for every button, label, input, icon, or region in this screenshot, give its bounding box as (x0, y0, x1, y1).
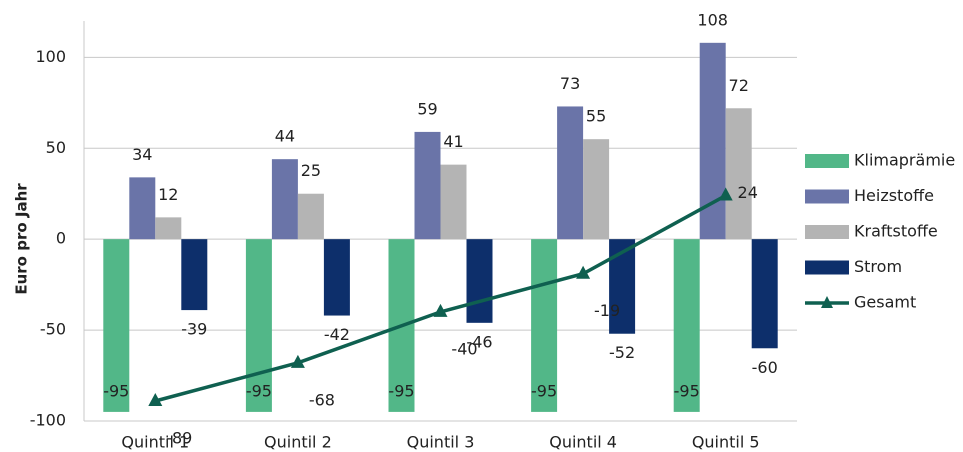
bar (699, 42, 726, 240)
legend-swatch (805, 189, 849, 204)
bar (271, 159, 298, 240)
legend-marker (821, 296, 833, 308)
x-tick-label: Quintil 3 (407, 433, 475, 452)
bar (414, 131, 441, 240)
bar (466, 239, 493, 323)
data-label: 72 (729, 76, 749, 95)
y-tick-label: -100 (30, 411, 66, 430)
data-label: -95 (674, 381, 700, 400)
y-tick-label: 0 (56, 229, 66, 248)
data-label: -60 (752, 358, 778, 377)
line-marker (576, 265, 591, 279)
data-label: -39 (181, 320, 207, 339)
data-label: 73 (560, 74, 580, 93)
bar (583, 139, 610, 240)
data-label: 108 (697, 10, 728, 29)
bar (440, 164, 467, 240)
y-tick-label: -50 (40, 320, 66, 339)
bar (297, 193, 324, 240)
bar (129, 177, 156, 240)
data-label: 55 (586, 107, 606, 126)
line-marker (718, 187, 733, 201)
data-label: -46 (466, 332, 492, 351)
legend-swatch (805, 154, 849, 168)
data-label: 34 (132, 145, 152, 164)
legend-swatch (805, 260, 849, 275)
bar (609, 239, 636, 334)
line-label: 24 (738, 183, 758, 202)
data-label: 59 (417, 99, 437, 118)
bar (531, 239, 558, 412)
y-tick-label: 50 (46, 138, 66, 157)
line-marker (433, 303, 448, 317)
x-tick-label: Quintil 5 (692, 433, 760, 452)
legend-label: Strom (854, 257, 902, 276)
y-axis-title: Euro pro Jahr (13, 183, 31, 295)
data-label: -95 (246, 381, 272, 400)
data-label: 12 (158, 185, 178, 204)
line-marker (148, 393, 163, 406)
data-label: -95 (103, 381, 129, 400)
data-label: 44 (275, 127, 295, 146)
bar (725, 108, 752, 240)
y-tick-label: 100 (35, 47, 66, 66)
data-label: -95 (388, 381, 414, 400)
bar (323, 239, 350, 316)
bar (103, 239, 130, 412)
line-label: -19 (594, 301, 620, 320)
line-marker (290, 354, 305, 368)
data-label: -52 (609, 343, 635, 362)
bar (557, 106, 584, 240)
x-tick-label: Quintil 4 (549, 433, 617, 452)
x-tick-label: Quintil 1 (121, 433, 189, 452)
line-label: -68 (309, 390, 335, 409)
line-label: -89 (166, 429, 192, 448)
bar (245, 239, 272, 412)
bar (155, 217, 182, 240)
line-label: -40 (451, 339, 477, 358)
legend-label: Gesamt (854, 293, 916, 312)
legend-swatch (805, 225, 849, 239)
x-tick-label: Quintil 2 (264, 433, 332, 452)
legend-label: Kraftstoffe (854, 222, 938, 241)
bar (751, 239, 778, 349)
data-label: 25 (301, 161, 321, 180)
legend-label: Klimaprämie (854, 151, 955, 170)
bar (181, 239, 208, 311)
data-label: 41 (443, 132, 463, 151)
legend-label: Heizstoffe (854, 186, 934, 205)
bar (673, 239, 700, 412)
data-label: -42 (324, 325, 350, 344)
data-label: -95 (531, 381, 557, 400)
